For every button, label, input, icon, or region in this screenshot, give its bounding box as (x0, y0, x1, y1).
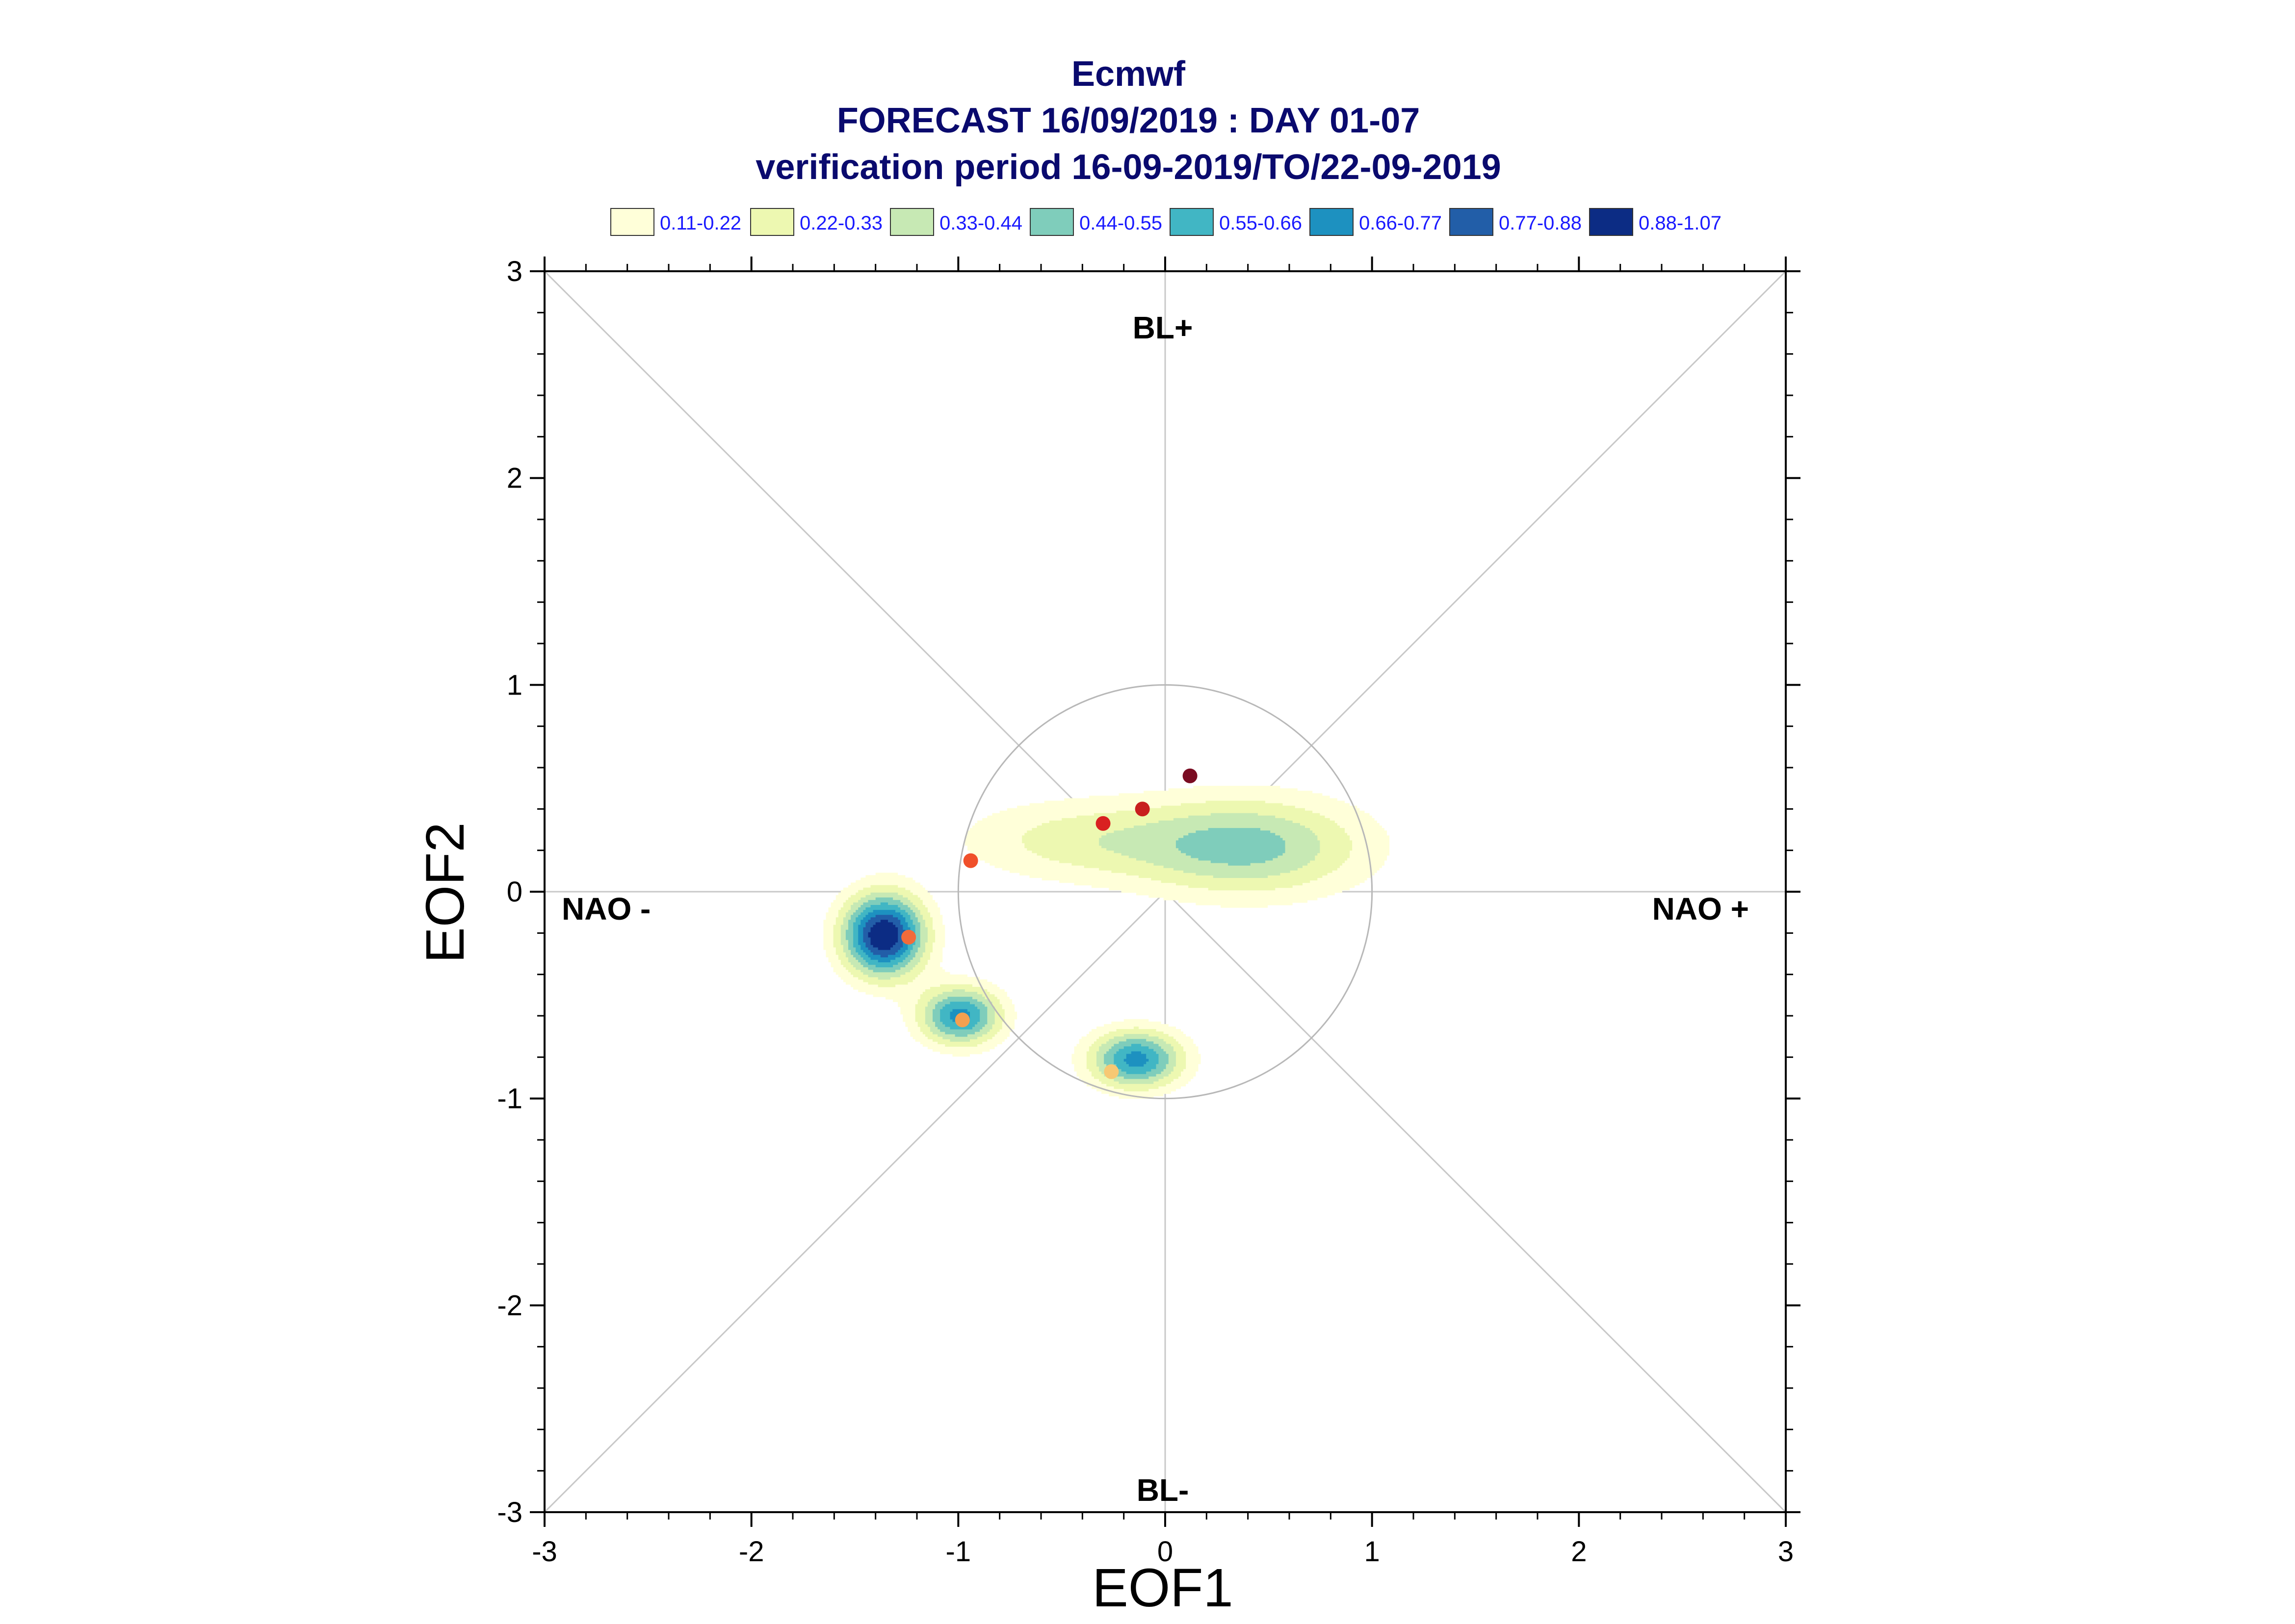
x-tick-label: 2 (1571, 1536, 1587, 1568)
legend-label: 0.33-0.44 (939, 212, 1022, 234)
x-tick-label: 1 (1364, 1536, 1380, 1568)
legend-swatch (750, 208, 794, 236)
region-label-top: BL+ (1133, 310, 1193, 345)
y-tick-label: -2 (497, 1289, 522, 1321)
legend-swatch (610, 208, 654, 236)
legend-swatch (1589, 208, 1633, 236)
legend-entry-8: 0.88-1.07 (1589, 208, 1721, 236)
chart-title-line-2: FORECAST 16/09/2019 : DAY 01-07 (837, 101, 1420, 140)
y-tick-label: -3 (497, 1496, 522, 1528)
legend-entry-7: 0.77-0.88 (1449, 208, 1582, 236)
y-tick-label: -1 (497, 1083, 522, 1115)
day-point-6 (955, 1012, 970, 1028)
legend-swatch (1170, 208, 1214, 236)
x-tick-label: 0 (1157, 1536, 1173, 1568)
legend-entry-6: 0.66-0.77 (1309, 208, 1442, 236)
plot-area (544, 270, 1787, 1513)
legend-swatch (1449, 208, 1493, 236)
axis-ticks: -3 -2 -1 0 1 2 3 -3 -2 -1 0 1 2 3 (497, 256, 1800, 1568)
legend-label: 0.88-1.07 (1639, 212, 1721, 234)
x-tick-label: 3 (1778, 1536, 1794, 1568)
legend-swatch (1030, 208, 1074, 236)
contour-band-8 (868, 920, 898, 950)
legend-label: 0.77-0.88 (1499, 212, 1582, 234)
y-tick-label: 1 (507, 669, 522, 701)
day-point-7 (1104, 1064, 1119, 1079)
legend-label: 0.66-0.77 (1359, 212, 1442, 234)
unit-circle-layer (957, 684, 1373, 1100)
region-label-bottom: BL- (1137, 1472, 1189, 1508)
y-tick-label: 3 (507, 256, 522, 287)
legend-label: 0.44-0.55 (1079, 212, 1162, 234)
legend-swatch (1309, 208, 1354, 236)
y-tick-label: 0 (507, 876, 522, 908)
region-label-left: NAO - (562, 891, 651, 927)
region-label-right: NAO + (1652, 891, 1749, 927)
legend-entry-2: 0.22-0.33 (750, 208, 883, 236)
legend-label: 0.55-0.66 (1219, 212, 1302, 234)
y-tick-label: 2 (507, 463, 522, 494)
x-axis-label: EOF1 (1092, 1558, 1233, 1618)
x-tick-label: -3 (532, 1536, 557, 1568)
day-point-1 (1182, 768, 1198, 783)
chart-title-line-1: Ecmwf (1071, 54, 1186, 94)
unit-circle (957, 684, 1373, 1100)
legend-entry-4: 0.44-0.55 (1030, 208, 1162, 236)
day-point-5 (901, 929, 916, 945)
day-point-3 (1095, 816, 1111, 831)
legend-label: 0.11-0.22 (660, 212, 741, 234)
legend-entry-1: 0.11-0.22 (610, 208, 741, 236)
daily-points (901, 768, 1198, 1079)
legend-entry-3: 0.33-0.44 (890, 208, 1022, 236)
x-tick-label: -2 (739, 1536, 764, 1568)
chart-title-line-3: verification period 16-09-2019/TO/22-09-… (756, 148, 1501, 187)
x-tick-label: -1 (946, 1536, 971, 1568)
contour-fill-8 (868, 920, 898, 950)
day-point-4 (963, 853, 978, 868)
y-axis-label: EOF2 (415, 822, 475, 963)
legend-entry-5: 0.55-0.66 (1170, 208, 1302, 236)
legend: 0.11-0.22 0.22-0.33 0.33-0.44 0.44-0.55 0.55… (610, 208, 1721, 236)
legend-label: 0.22-0.33 (800, 212, 883, 234)
day-point-2 (1135, 801, 1150, 817)
legend-swatch (890, 208, 934, 236)
